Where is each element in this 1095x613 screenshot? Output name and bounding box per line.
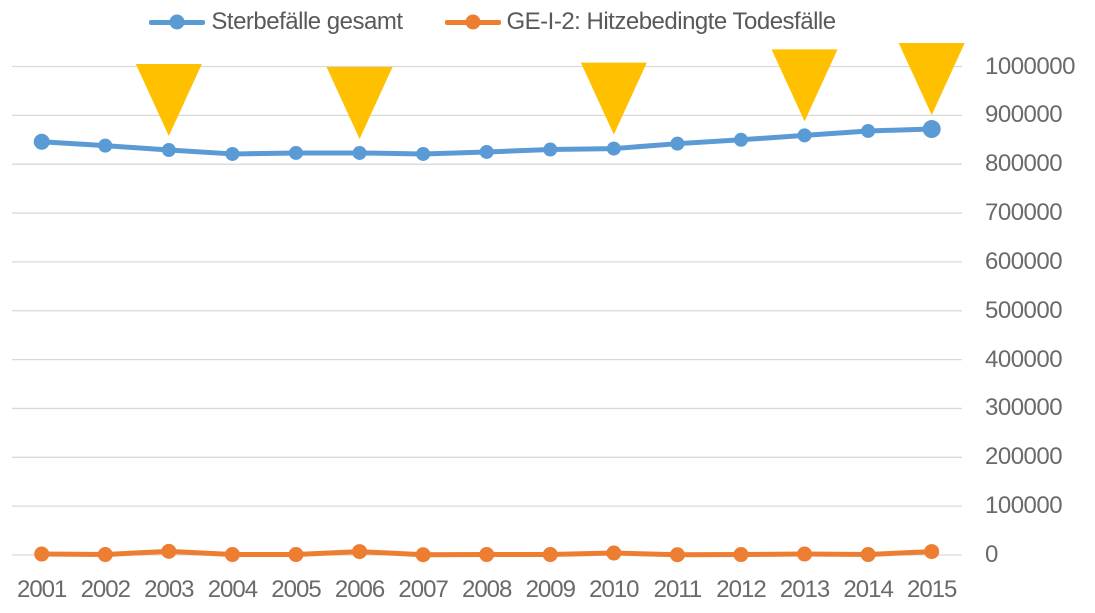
- data-point-1-2015: [924, 544, 940, 560]
- legend-item-hitzebedingte-todesfaelle: GE-I-2: Hitzebedingte Todesfälle: [444, 8, 837, 36]
- heatwave-triangle-2003: [135, 64, 202, 137]
- data-point-0-2002: [98, 138, 113, 153]
- legend-dot-orange-icon: [465, 14, 480, 30]
- heatwave-triangle-2010: [580, 62, 647, 135]
- data-point-1-2008: [479, 547, 495, 563]
- data-point-0-2001: [33, 133, 50, 150]
- legend-dot-blue-icon: [169, 14, 185, 30]
- y-axis-tick-label-500000: 500000: [985, 296, 1063, 324]
- data-point-1-2007: [415, 547, 431, 563]
- data-point-0-2003: [161, 143, 176, 158]
- data-point-1-2012: [733, 547, 749, 563]
- x-axis-tick-label-2011: 2011: [653, 576, 703, 603]
- x-axis-tick-label-2004: 2004: [207, 576, 258, 603]
- y-axis-tick-label-1000000: 1000000: [985, 52, 1075, 80]
- legend-item-sterbefaelle-gesamt: Sterbefälle gesamt: [149, 8, 403, 36]
- data-point-0-2012: [733, 132, 748, 147]
- x-axis-tick-label-2015: 2015: [906, 576, 957, 603]
- data-point-0-2006: [352, 145, 367, 160]
- data-point-1-2004: [224, 547, 240, 563]
- x-axis-tick-label-2008: 2008: [461, 576, 512, 603]
- x-axis-tick-label-2001: 2001: [16, 576, 67, 603]
- heatwave-triangle-2013: [771, 49, 838, 122]
- x-axis-tick-label-2013: 2013: [779, 576, 830, 603]
- data-point-1-2005: [288, 547, 304, 563]
- x-axis-tick-label-2003: 2003: [144, 576, 194, 603]
- legend-line-marker-blue-icon: [149, 14, 206, 30]
- data-point-0-2015: [922, 120, 941, 139]
- data-point-0-2008: [479, 144, 494, 159]
- y-axis-tick-label-200000: 200000: [985, 443, 1063, 471]
- data-point-1-2006: [352, 544, 368, 560]
- data-point-1-2011: [669, 547, 685, 563]
- x-axis-tick-label-2012: 2012: [716, 576, 766, 603]
- x-axis-tick-label-2010: 2010: [589, 576, 639, 603]
- heatwave-triangle-2006: [326, 66, 393, 139]
- legend-label-hitzebedingte-todesfaelle: GE-I-2: Hitzebedingte Todesfälle: [506, 8, 837, 35]
- data-point-0-2011: [670, 136, 685, 151]
- x-axis-tick-label-2009: 2009: [525, 576, 576, 603]
- data-point-0-2004: [225, 146, 240, 161]
- data-point-1-2001: [34, 546, 50, 562]
- x-axis-tick-label-2007: 2007: [398, 576, 448, 603]
- x-axis-tick-label-2006: 2006: [334, 576, 385, 603]
- y-axis-tick-label-800000: 800000: [985, 150, 1063, 178]
- heatwave-triangle-2015: [898, 43, 965, 116]
- y-axis-tick-label-600000: 600000: [985, 247, 1063, 275]
- y-axis-tick-label-100000: 100000: [985, 492, 1063, 520]
- legend-label-sterbefaelle-gesamt: Sterbefälle gesamt: [211, 8, 403, 35]
- data-point-0-2005: [288, 145, 303, 160]
- data-point-1-2003: [161, 543, 177, 559]
- data-point-1-2002: [97, 547, 113, 563]
- data-point-1-2009: [542, 547, 558, 563]
- data-point-0-2010: [606, 141, 621, 156]
- data-point-0-2013: [797, 128, 812, 143]
- y-axis-tick-label-0: 0: [985, 541, 998, 568]
- x-axis-tick-label-2005: 2005: [271, 576, 321, 603]
- chart-legend: Sterbefälle gesamt GE-I-2: Hitzebedingte…: [0, 8, 985, 36]
- legend-line-marker-orange-icon: [444, 14, 501, 30]
- data-point-1-2014: [860, 547, 876, 563]
- y-axis-tick-label-300000: 300000: [985, 394, 1063, 422]
- data-point-1-2010: [606, 545, 622, 561]
- y-axis-tick-label-700000: 700000: [985, 199, 1063, 227]
- y-axis-tick-label-400000: 400000: [985, 345, 1063, 373]
- y-axis-tick-label-900000: 900000: [985, 101, 1063, 129]
- data-point-0-2009: [543, 142, 558, 157]
- data-point-0-2007: [416, 146, 431, 161]
- x-axis-tick-label-2002: 2002: [80, 576, 131, 603]
- data-point-1-2013: [797, 546, 813, 562]
- x-axis-tick-label-2014: 2014: [843, 576, 893, 603]
- data-point-0-2014: [861, 123, 876, 138]
